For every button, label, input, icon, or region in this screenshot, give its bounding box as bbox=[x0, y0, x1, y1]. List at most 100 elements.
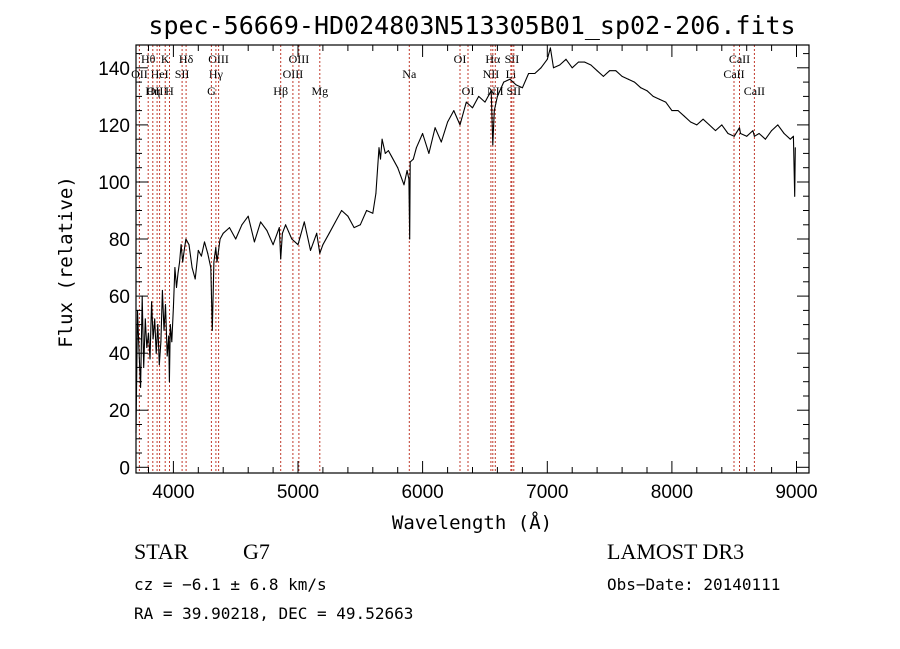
flux-data-point bbox=[771, 130, 773, 132]
flux-data-point bbox=[384, 152, 386, 154]
flux-data-point bbox=[412, 158, 414, 160]
spectral-line-label: SII bbox=[506, 84, 521, 98]
flux-data-point bbox=[297, 244, 299, 246]
flux-data-point bbox=[188, 244, 190, 246]
y-tick-label: 100 bbox=[98, 173, 130, 194]
flux-data-point bbox=[472, 107, 473, 109]
spectral-line-label: HeI bbox=[151, 67, 169, 81]
flux-data-point bbox=[185, 238, 187, 240]
flux-data-point bbox=[260, 221, 262, 223]
flux-data-point bbox=[278, 227, 280, 229]
spectral-line-label: K bbox=[161, 52, 170, 66]
flux-data-point bbox=[172, 307, 174, 308]
flux-data-point bbox=[272, 244, 274, 246]
flux-data-point bbox=[503, 81, 505, 83]
spectral-line-label: OIII bbox=[147, 84, 168, 98]
flux-data-point bbox=[559, 64, 561, 66]
flux-data-point bbox=[182, 261, 184, 263]
flux-data-point bbox=[397, 167, 399, 169]
x-tick-label: 4000 bbox=[152, 482, 194, 503]
flux-data-point bbox=[303, 221, 305, 223]
x-tick-label: 7000 bbox=[526, 482, 568, 503]
flux-data-point bbox=[291, 238, 293, 240]
y-tick-label: 0 bbox=[119, 458, 130, 479]
flux-data-point bbox=[366, 210, 368, 211]
flux-data-point bbox=[353, 227, 355, 229]
flux-data-point bbox=[540, 67, 542, 69]
flux-data-point bbox=[391, 155, 392, 157]
flux-data-point bbox=[490, 90, 492, 92]
flux-data-point bbox=[375, 192, 377, 194]
flux-data-point bbox=[521, 87, 523, 89]
plot-frame bbox=[135, 44, 810, 474]
flux-data-point bbox=[440, 141, 442, 143]
flux-data-point bbox=[596, 70, 598, 72]
flux-data-point bbox=[151, 301, 153, 303]
flux-data-point bbox=[740, 133, 741, 134]
flux-data-point bbox=[285, 224, 287, 226]
plot-layer bbox=[135, 47, 796, 434]
flux-data-point bbox=[146, 347, 148, 348]
flux-data-point bbox=[794, 147, 796, 149]
flux-data-point bbox=[169, 324, 171, 326]
spectral-line-label: CaII bbox=[729, 52, 750, 66]
x-tick-label: 8000 bbox=[651, 482, 693, 503]
flux-data-point bbox=[148, 332, 149, 334]
y-tick-label: 140 bbox=[98, 59, 130, 80]
flux-data-point bbox=[158, 364, 160, 366]
flux-data-point bbox=[577, 61, 579, 63]
flux-data-point bbox=[359, 224, 361, 226]
spectral-line-label: OIII bbox=[283, 67, 304, 81]
flux-data-point bbox=[509, 78, 511, 80]
spectral-line-label: G bbox=[207, 84, 216, 98]
flux-data-point bbox=[177, 272, 179, 274]
y-tick-label: 80 bbox=[109, 230, 130, 251]
x-tick-label: 9000 bbox=[775, 482, 817, 503]
flux-data-point bbox=[213, 261, 215, 263]
spectral-line-label: CaII bbox=[723, 67, 744, 81]
flux-data-point bbox=[652, 95, 654, 97]
flux-data-point bbox=[200, 255, 202, 257]
chart-title: spec-56669-HD024803N513305B01_sp02-206.f… bbox=[148, 11, 795, 40]
flux-data-point bbox=[428, 152, 430, 154]
flux-data-point bbox=[207, 252, 209, 254]
flux-data-point bbox=[409, 161, 411, 163]
flux-data-point bbox=[143, 366, 145, 368]
flux-data-point bbox=[434, 127, 436, 129]
flux-data-point bbox=[183, 249, 185, 251]
object-class: STAR bbox=[134, 539, 189, 564]
flux-data-point bbox=[408, 178, 410, 180]
flux-data-point bbox=[715, 130, 716, 132]
flux-data-point bbox=[152, 338, 154, 340]
flux-data-point bbox=[403, 184, 405, 186]
flux-data-point bbox=[157, 324, 159, 326]
flux-data-point bbox=[733, 135, 735, 137]
flux-data-point bbox=[372, 212, 374, 214]
flux-data-point bbox=[584, 61, 586, 63]
y-axis-label: Flux (relative) bbox=[55, 176, 77, 348]
redshift-cz: cz = −6.1 ± 6.8 km/s bbox=[134, 575, 327, 594]
spectral-line-label: NII bbox=[483, 67, 500, 81]
flux-data-point bbox=[677, 110, 679, 112]
spectral-line-label: OII bbox=[131, 67, 148, 81]
flux-data-point bbox=[406, 170, 408, 171]
flux-data-point bbox=[235, 238, 237, 240]
flux-data-point bbox=[149, 358, 151, 360]
flux-data-point bbox=[571, 67, 573, 69]
x-tick-label: 6000 bbox=[401, 482, 443, 503]
spectral-line-label: Na bbox=[402, 67, 417, 81]
flux-data-point bbox=[777, 124, 779, 126]
flux-data-point bbox=[640, 87, 642, 89]
flux-data-point bbox=[216, 261, 218, 263]
flux-data-point bbox=[792, 135, 794, 137]
flux-data-point bbox=[528, 73, 530, 74]
flux-data-point bbox=[493, 110, 495, 112]
flux-data-point bbox=[627, 78, 629, 80]
flux-data-point bbox=[281, 232, 283, 234]
flux-data-point bbox=[534, 73, 536, 74]
flux-data-point bbox=[280, 258, 282, 260]
flux-data-point bbox=[553, 67, 554, 69]
